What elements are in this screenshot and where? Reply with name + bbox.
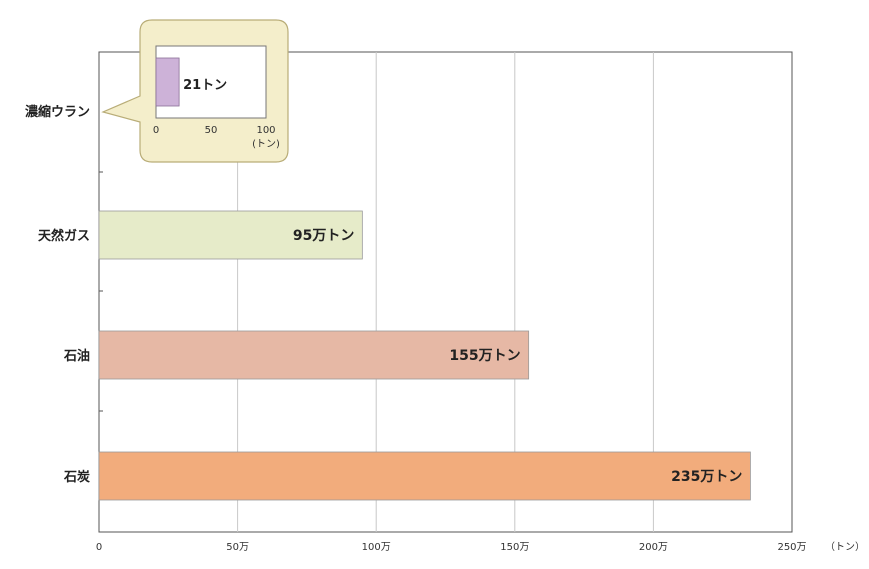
x-tick-label: 200万 <box>639 542 668 553</box>
x-tick-label: 100万 <box>362 542 391 553</box>
inset-tick-label: 0 <box>153 125 159 136</box>
bar <box>98 210 363 260</box>
x-tick-label: 0 <box>96 542 102 553</box>
inset-tick-label: 100 <box>256 125 275 136</box>
x-tick-label: 150万 <box>500 542 529 553</box>
bar-data-label: 95万トン <box>293 228 354 244</box>
x-unit-label: （トン） <box>825 541 865 553</box>
bar-data-label: 235万トン <box>671 469 742 485</box>
bar <box>98 330 530 380</box>
inset-unit-label: (トン) <box>252 139 280 150</box>
inset-data-label: 21トン <box>183 78 227 93</box>
bar-data-label: 155万トン <box>449 348 520 364</box>
inset-bar <box>155 57 180 107</box>
x-tick-label: 250万 <box>777 542 806 553</box>
plot-frame <box>98 51 793 533</box>
x-tick-label: 50万 <box>226 542 249 553</box>
category-label: 天然ガス <box>38 228 90 244</box>
category-label: 石油 <box>63 348 90 364</box>
inset-tick-label: 50 <box>205 125 218 136</box>
category-label: 石炭 <box>63 469 90 485</box>
bar <box>98 451 751 501</box>
category-label: 濃縮ウラン <box>25 104 90 120</box>
